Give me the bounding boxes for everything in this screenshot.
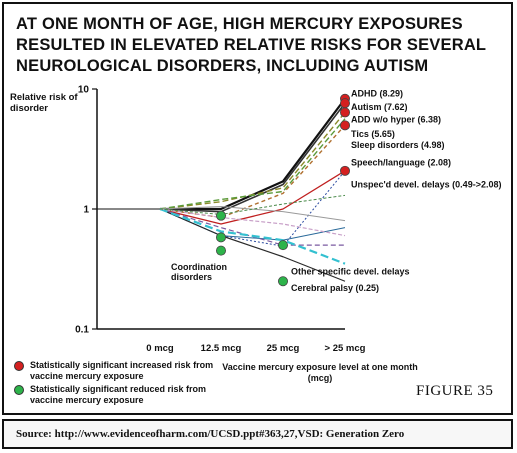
x-tick-label: 12.5 mcg <box>201 343 242 354</box>
reduced-risk-marker <box>215 210 226 221</box>
data-annotation: Sleep disorders (4.98) <box>351 140 445 150</box>
x-tick-label: > 25 mcg <box>325 343 366 354</box>
reduced-risk-marker <box>215 245 226 256</box>
legend-item-increased: Statistically significant increased risk… <box>14 360 214 381</box>
data-annotation: Unspec'd devel. delays (0.49->2.08) <box>351 180 501 190</box>
y-tick-label: 10 <box>78 85 90 96</box>
series-line <box>160 98 346 211</box>
series-line <box>159 207 346 265</box>
legend-label-reduced: Statistically significant reduced risk f… <box>30 384 207 405</box>
x-tick-label: 0 mcg <box>146 343 174 354</box>
x-axis-label: Vaccine mercury exposure level at one mo… <box>222 362 418 383</box>
reduced-risk-marker <box>215 232 226 243</box>
series-line <box>159 111 346 210</box>
series-line <box>159 194 346 215</box>
reduced-risk-marker <box>277 276 288 287</box>
data-annotation: ADD w/o hyper (6.38) <box>351 115 441 125</box>
y-tick-label: 0.1 <box>75 325 89 336</box>
series-line <box>159 208 345 246</box>
series-line <box>159 102 346 213</box>
figure-label: FIGURE 35 <box>416 383 494 399</box>
source-text: Source: http://www.evidenceofharm.com/UC… <box>16 428 405 440</box>
data-annotation: Other specific devel. delays <box>291 267 410 277</box>
data-annotation: ADHD (8.29) <box>351 88 403 98</box>
data-annotation: Autism (7.62) <box>351 102 408 112</box>
data-annotation: Speech/language (2.08) <box>351 157 451 167</box>
increased-risk-marker <box>339 107 350 118</box>
series-line <box>159 208 346 237</box>
increased-risk-marker <box>339 120 350 131</box>
series-line <box>159 118 346 210</box>
reduced-risk-marker <box>277 240 288 251</box>
data-annotation: disorders <box>171 272 212 282</box>
line-chart: 0.1 1 10 0 mcg 12.5 mcg 25 mcg > 25 mcg ADHD (8… <box>75 85 501 355</box>
increased-risk-marker <box>339 98 350 109</box>
data-annotation: Coordination <box>171 262 227 272</box>
y-axis-label: Relative risk of disorder <box>10 92 78 114</box>
data-annotation: Cerebral palsy (0.25) <box>291 283 379 293</box>
legend-item-reduced: Statistically significant reduced risk f… <box>14 384 214 405</box>
legend: Statistically significant increased risk… <box>14 360 214 408</box>
chart-title: AT ONE MONTH OF AGE, HIGH MERCURY EXPOSU… <box>16 15 486 75</box>
increased-risk-marker <box>339 165 350 176</box>
green-dot-icon <box>14 385 24 395</box>
red-dot-icon <box>14 361 24 371</box>
series-line <box>159 208 346 282</box>
series-line <box>159 170 346 225</box>
figure-frame: AT ONE MONTH OF AGE, HIGH MERCURY EXPOSU… <box>2 2 513 415</box>
y-tick-label: 1 <box>83 205 89 216</box>
legend-label-increased: Statistically significant increased risk… <box>30 360 214 381</box>
data-annotation: Tics (5.65) <box>351 129 395 139</box>
source-box: Source: http://www.evidenceofharm.com/UC… <box>2 419 513 449</box>
x-tick-label: 25 mcg <box>267 343 300 354</box>
